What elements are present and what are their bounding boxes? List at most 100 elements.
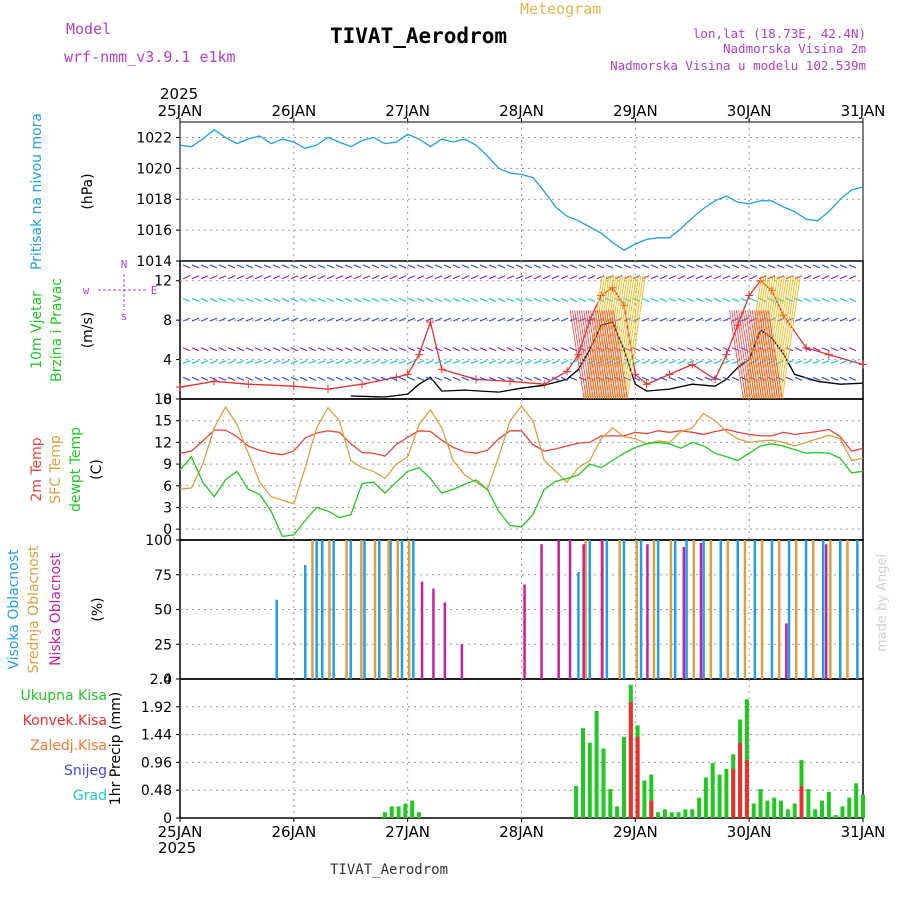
bar-precip_total [744,699,749,818]
wind-arrow [686,347,695,352]
bar-precip_conv [649,800,654,818]
wind-arrow [218,297,227,303]
wind-arrow [578,264,587,269]
wind-fan [601,310,617,400]
y-axis-label: 10m Vjetar [29,291,45,369]
wind-arrow [389,275,398,280]
wind-arrow [443,359,452,365]
wind-arrow [299,275,308,280]
wind-arrow [254,347,263,352]
wind-arrow [704,359,713,365]
wind-arrow [371,359,380,365]
wind-arrow [569,275,578,280]
wind-arrow [650,275,659,280]
y-tick-label: 2.4 [150,672,172,688]
wind-arrow [182,359,191,365]
wind-arrow [245,317,254,322]
y-axis-label: 1hr Precip (mm) [108,692,124,805]
wind-arrow [830,347,839,352]
wind-arrow [767,264,776,269]
wind-fan [765,275,785,400]
wind-arrow [182,297,191,303]
wind-fan [603,310,619,400]
bar-precip_total [847,797,852,818]
wind-fan [754,275,774,400]
wind-arrow [821,359,830,365]
panel-0: 1022 1020 1018 1016 1014 Pritisak na nivou mo… [29,113,864,270]
lonlat-text: lon,lat (18.73E, 42.4N) [693,26,866,41]
bar-cl_high [685,540,688,679]
wind-arrow [497,275,506,280]
wind-arrow [524,359,533,365]
wind-arrow [209,347,218,352]
wind-arrow [713,275,722,280]
wind-arrow [506,347,515,352]
bar-cl_high [400,540,404,679]
wind-arrow [461,347,470,352]
wind-arrow [758,275,767,280]
wind-arrow [740,297,749,303]
wind-arrow [281,359,290,365]
wind-arrow [506,264,515,269]
wind-arrow [488,264,497,269]
x-tick-label-bottom: 25JAN [158,823,203,841]
wind-arrow [542,376,551,381]
wind-arrow [245,376,254,381]
wind-arrow [281,297,290,303]
wind-fan [745,275,765,400]
wind-arrow [650,376,659,381]
wind-arrow [542,359,551,365]
bar-cl_low [420,581,424,679]
wind-fan [585,310,601,400]
wind-arrow [443,376,452,381]
wind-arrow [290,275,299,280]
y-axis-label: SFC Temp [48,435,64,504]
y-axis-label: Brzina i Pravac [49,278,65,382]
wind-arrow [371,347,380,352]
bar-cl_mid [829,540,832,679]
wind-arrow [461,317,470,322]
wind-arrow [848,275,857,280]
bar-cl_low [600,540,604,679]
bar-cl_high [839,540,842,679]
wind-arrow [407,297,416,303]
wind-arrow [182,264,191,269]
wind-arrow [470,359,479,365]
wind-fan [592,310,608,400]
wind-arrow [596,264,605,269]
wind-arrow [839,359,848,365]
bar-cl_low [824,544,828,679]
x-tick-label-bottom: 30JAN [727,823,772,841]
bar-cl_mid [373,540,377,679]
wind-arrow [749,297,758,303]
bar-cl_mid [360,540,363,679]
panel-4: 2.4 1.92 1.44 0.96 0.48 0 1hr Precip (mm) [108,672,865,827]
wind-fan [770,275,790,400]
bar-precip_total [615,806,620,818]
gust-point [859,360,867,369]
y-axis-label: Visoka Oblacnost [6,549,22,670]
wind-arrow [632,347,641,352]
wind-fan [747,275,767,400]
wind-fan [758,310,774,400]
bar-cl_high [639,540,643,679]
wind-arrow [515,264,524,269]
wind-arrow [713,297,722,303]
bar-precip_total [785,809,790,818]
wind-arrow [245,359,254,365]
wind-arrow [299,359,308,365]
wind-arrow [821,275,830,280]
wind-fan [774,275,794,400]
wind-fan [758,275,778,400]
wind-arrow [308,317,317,322]
wind-arrow [290,264,299,269]
series-line-dewpt [179,441,864,538]
wind-arrow [704,297,713,303]
wind-fan [604,275,624,400]
wind-arrow [794,359,803,365]
wind-arrow [236,317,245,322]
gust-point [642,380,651,389]
bar-cl_high [378,540,381,679]
wind-arrow [461,376,470,381]
